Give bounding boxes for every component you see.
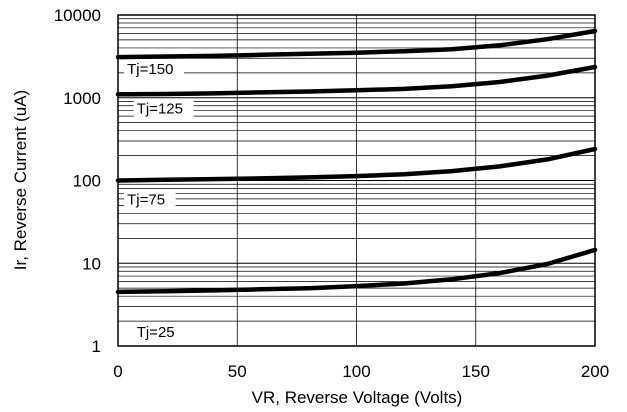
y-tick-label: 10 [82,254,101,273]
x-tick-label: 0 [113,362,122,381]
series-label-bg [133,100,194,119]
series-label: Tj=25 [137,324,175,341]
series-label: Tj=125 [137,100,183,117]
series-line [115,64,598,97]
y-tick-label: 1 [92,337,101,356]
grid [118,15,595,346]
series-label-bg [133,323,186,342]
series-label: Tj=150 [127,61,173,78]
x-tick-label: 150 [462,362,490,381]
y-tick-label: 100 [73,172,101,191]
x-axis-title: VR, Reverse Voltage (Volts) [252,388,463,407]
y-tick-label: 10000 [54,6,101,25]
x-tick-label: 200 [581,362,609,381]
y-tick-labels: 1 10 100 1000 10000 [54,6,101,356]
y-tick-label: 1000 [63,89,101,108]
series-labels: Tj=150 Tj=125 Tj=75 Tj=25 [124,61,194,342]
x-tick-label: 50 [228,362,247,381]
series-line [115,247,598,295]
series-label-bg [124,191,176,210]
series-line [115,146,598,183]
series-label: Tj=75 [127,192,165,209]
series-label-bg [124,61,184,80]
series-lines [115,28,598,295]
series-line [115,28,598,60]
plot-frame [117,14,596,347]
x-tick-labels: 0 50 100 150 200 [113,362,609,381]
x-tick-label: 100 [342,362,370,381]
y-axis-title: Ir, Reverse Current (uA) [11,90,30,270]
